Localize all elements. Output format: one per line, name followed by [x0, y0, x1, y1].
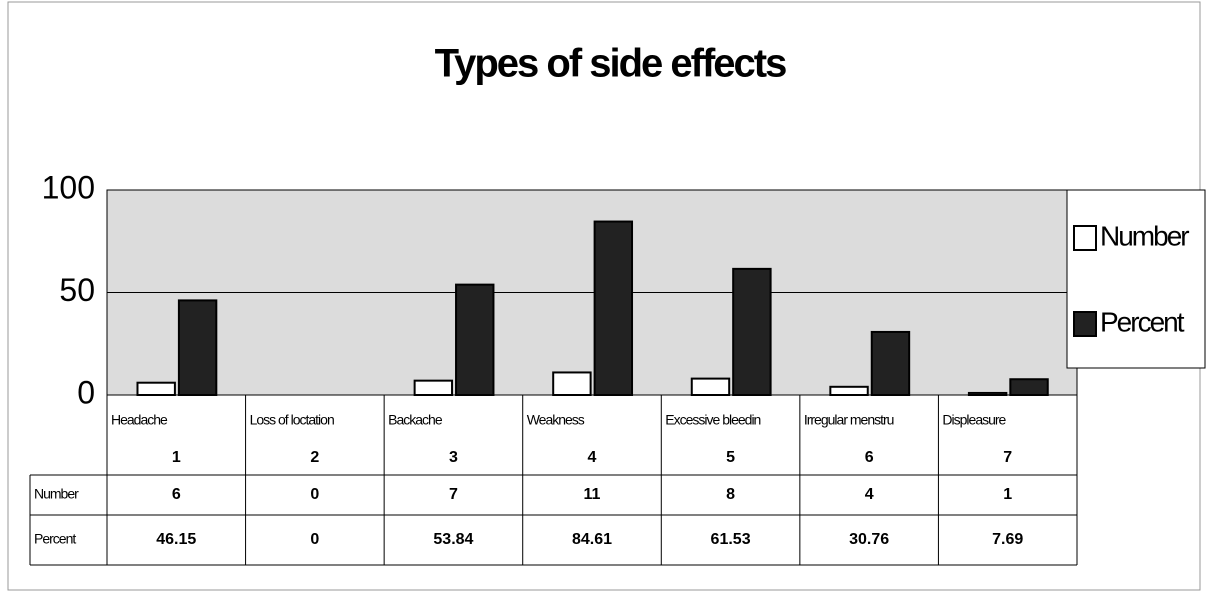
x-tick-number: 7 — [1003, 449, 1012, 466]
x-tick-number: 2 — [310, 449, 319, 466]
table-value: 84.61 — [572, 531, 612, 548]
table-value: 0 — [310, 486, 319, 503]
legend-swatch — [1073, 225, 1097, 251]
y-tick-label: 50 — [59, 272, 95, 308]
bar — [1009, 378, 1049, 397]
table-value: 46.15 — [156, 531, 196, 548]
bar — [177, 299, 218, 396]
legend-label: Number — [1100, 220, 1189, 251]
x-tick-label: Irregular menstru — [804, 412, 894, 428]
y-tick-label: 100 — [42, 169, 95, 205]
row-label: Number — [34, 486, 79, 502]
y-tick-label: 0 — [77, 374, 95, 410]
legend-swatch — [1073, 311, 1097, 337]
table-value: 53.84 — [433, 531, 473, 548]
table-value: 4 — [865, 486, 874, 503]
bar — [870, 330, 911, 396]
table-value: 0 — [310, 531, 319, 548]
x-tick-label: Backache — [388, 412, 443, 428]
x-tick-number: 6 — [865, 449, 874, 466]
x-tick-label: Excessive bleedin — [665, 412, 760, 428]
table-value: 1 — [1003, 486, 1012, 503]
x-tick-label: Displeasure — [942, 412, 1006, 428]
x-tick-number: 3 — [449, 449, 458, 466]
bar — [732, 267, 772, 396]
table-value: 6 — [172, 486, 181, 503]
chart-title: Types of side effects — [435, 42, 786, 86]
table-value: 61.53 — [711, 531, 751, 548]
bar — [967, 391, 1008, 397]
legend-label: Percent — [1100, 306, 1185, 337]
x-tick-label: Weakness — [527, 412, 585, 428]
x-tick-number: 4 — [588, 449, 597, 466]
bar — [690, 377, 731, 397]
bar — [552, 371, 592, 397]
x-tick-label: Headache — [111, 412, 168, 428]
bar — [593, 220, 634, 396]
bar — [455, 283, 495, 396]
bar — [413, 379, 454, 396]
bar — [829, 385, 869, 396]
x-tick-number: 1 — [172, 449, 181, 466]
table-value: 8 — [726, 486, 735, 503]
x-tick-number: 5 — [726, 449, 735, 466]
table-value: 30.76 — [849, 531, 889, 548]
legend-box — [1066, 189, 1206, 369]
table-value: 11 — [584, 486, 601, 503]
table-value: 7.69 — [992, 531, 1023, 548]
table-value: 7 — [449, 486, 458, 503]
bar — [136, 381, 176, 397]
row-label: Percent — [34, 531, 76, 547]
x-tick-label: Loss of loctation — [250, 412, 334, 428]
